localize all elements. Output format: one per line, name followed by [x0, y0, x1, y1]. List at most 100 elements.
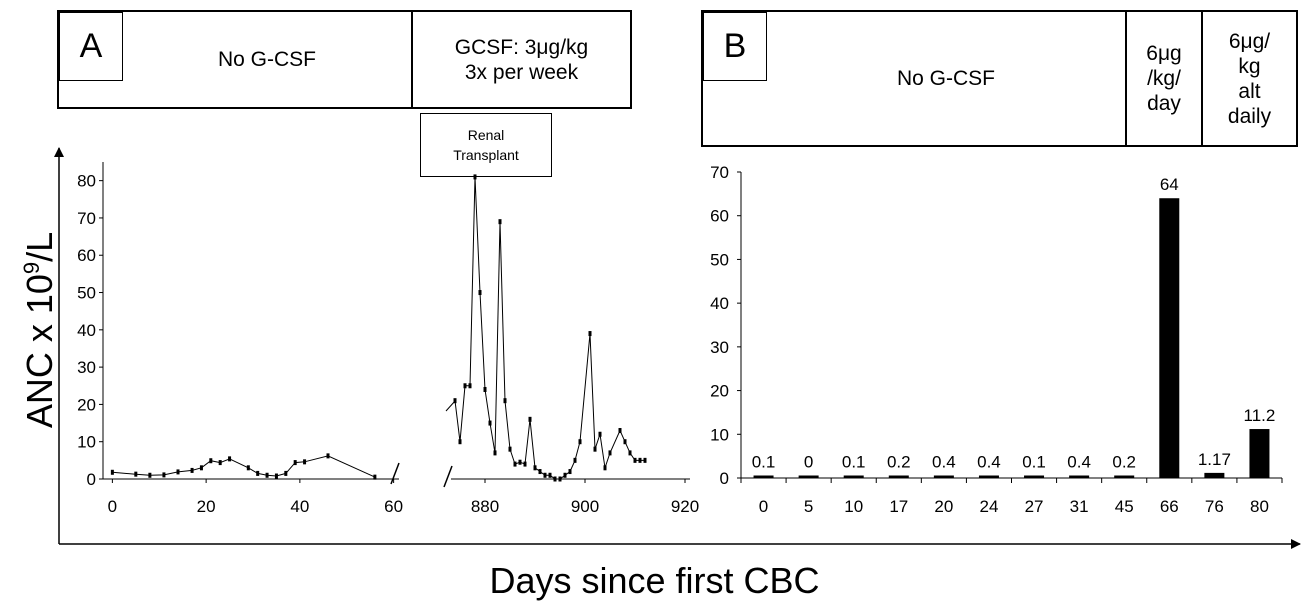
panel-a-y-tick-label: 80	[77, 172, 96, 191]
panel-a-data-point	[463, 383, 467, 389]
panel-a-x-tick-label: 0	[108, 497, 117, 516]
panel-a-y-tick-label: 40	[77, 321, 96, 340]
panel-a-x-tick-label: 20	[197, 497, 216, 516]
y-axis-title: ANC x 109/L	[10, 160, 60, 500]
panel-a-data-point	[134, 471, 138, 477]
panel-b-data-label: 0.1	[842, 453, 866, 472]
panel-a-plot: 0 10 20 30 40 50 60 70 80 0 20 40 60 880 900 920	[77, 162, 699, 516]
panel-a-data-point	[568, 469, 572, 475]
panel-a-data-point	[533, 465, 537, 471]
panel-b-bar	[1159, 198, 1180, 478]
panel-a-data-point	[523, 461, 527, 467]
panel-b-x-tick-label: 76	[1205, 497, 1224, 516]
panel-a-data-point	[563, 472, 567, 478]
panel-a-data-point	[488, 420, 492, 426]
panel-b-bar	[1069, 475, 1090, 478]
panel-b-x-tick-label: 20	[934, 497, 953, 516]
panel-b-data-label: 0.1	[1022, 453, 1046, 472]
panel-a-data-point	[548, 472, 552, 478]
panel-a-x-tick-label: 900	[571, 497, 599, 516]
panel-a-data-point	[573, 457, 577, 463]
panel-a-data-point	[498, 219, 502, 225]
panel-b-bar	[753, 475, 774, 478]
panel-b-period-header: B No G-CSF 6μg /kg/ day 6μg/ kg alt dail…	[701, 10, 1298, 147]
panel-b-data-label: 0.4	[932, 453, 956, 472]
panel-b-bar	[1114, 475, 1135, 478]
panel-a-y-tick-label: 50	[77, 284, 96, 303]
panel-a-y-tick-label: 0	[87, 470, 96, 489]
panel-b-x-tick-label: 24	[979, 497, 998, 516]
panel-a-data-point	[209, 458, 213, 464]
panel-a-data-point	[528, 416, 532, 422]
panel-b-data-label: 11.2	[1244, 406, 1276, 425]
panel-b-x-tick-label: 45	[1115, 497, 1134, 516]
panel-a-data-point	[303, 459, 307, 465]
panel-a-data-point	[633, 457, 637, 463]
panel-a-data-point	[623, 439, 627, 445]
panel-b-bar	[888, 475, 909, 478]
panel-a-data-point	[543, 472, 547, 478]
panel-a-data-point	[218, 460, 222, 466]
panel-b-data-label: 0.2	[1112, 453, 1136, 472]
panel-a-data-point	[628, 450, 632, 456]
panel-a-data-point	[228, 456, 232, 462]
panel-a-axis-break-mark	[443, 465, 453, 488]
panel-b-x-tick-label: 80	[1250, 497, 1269, 516]
panel-b-letter: B	[703, 12, 767, 81]
panel-a-data-point	[373, 474, 377, 480]
x-axis-title: Days since first CBC	[489, 560, 820, 601]
panel-a-y-tick-label: 30	[77, 358, 96, 377]
panel-a-data-point	[326, 453, 330, 459]
panel-b-x-tick-label: 66	[1160, 497, 1179, 516]
panel-a-data-point	[284, 470, 288, 476]
panel-a-data-point	[638, 457, 642, 463]
y-axis-title-end: /L	[19, 231, 60, 262]
panel-a-letter: A	[59, 12, 123, 81]
panel-a-data-point	[246, 465, 250, 471]
panel-a-period-no-gcsf: No G-CSF	[217, 48, 316, 71]
panel-b-data-label: 0	[804, 453, 813, 472]
panel-b-y-tick-label: 10	[710, 425, 729, 444]
panel-a-data-point	[578, 439, 582, 445]
panel-b-y-tick-label: 50	[710, 250, 729, 269]
y-axis-title-main: ANC x 10	[19, 274, 60, 429]
panel-a-data-point	[148, 472, 152, 478]
panel-b-x-tick-label: 5	[804, 497, 813, 516]
panel-b-bar	[843, 475, 864, 478]
panel-b-bar	[798, 475, 819, 478]
renal-transplant-annotation: Renal Transplant	[420, 113, 552, 177]
panel-a-series-line	[112, 455, 376, 478]
panel-b-period-no-gcsf: No G-CSF	[896, 67, 995, 90]
panel-b-bar	[1204, 472, 1225, 478]
panel-a-y-tick-label: 20	[77, 395, 96, 414]
panel-a-data-point	[508, 446, 512, 452]
panel-a-data-point	[473, 174, 477, 180]
panel-a-data-point	[274, 473, 278, 479]
panel-a-x-tick-label: 880	[471, 497, 499, 516]
panel-b-x-tick-label: 0	[759, 497, 768, 516]
panel-a-series-line	[454, 176, 645, 480]
panel-a-data-point	[598, 431, 602, 437]
panel-a-y-tick-label: 60	[77, 246, 96, 265]
panel-b-data-label: 1.17	[1198, 450, 1231, 469]
panel-a-data-point	[553, 476, 557, 482]
panel-b-data-label: 0.2	[887, 453, 911, 472]
panel-b-bar	[933, 475, 954, 478]
panel-b-x-tick-label: 31	[1070, 497, 1089, 516]
panel-b-period-divider-1	[1125, 12, 1127, 145]
panel-a-period-header: A No G-CSF GCSF: 3μg/kg 3x per week	[57, 10, 632, 109]
panel-a-y-tick-label: 10	[77, 433, 96, 452]
panel-a-axis-break-mark	[390, 462, 400, 485]
panel-a-data-point	[162, 472, 166, 478]
panel-a-period-divider	[411, 12, 413, 107]
panel-a-line-break-mark	[445, 400, 456, 412]
panel-b-period-divider-2	[1201, 12, 1203, 145]
panel-b-bar	[1249, 429, 1270, 478]
panel-a-data-point	[593, 446, 597, 452]
panel-b-plot: 0 10 20 30 40 50 60 70 0.1 0 0 5 0.1 10 0.2 17 0.4 20 0.4 2…	[710, 163, 1283, 516]
panel-a-data-point	[265, 472, 269, 478]
panel-b-y-tick-label: 70	[710, 163, 729, 182]
panel-a-data-point	[618, 428, 622, 434]
panel-b-y-tick-label: 20	[710, 382, 729, 401]
